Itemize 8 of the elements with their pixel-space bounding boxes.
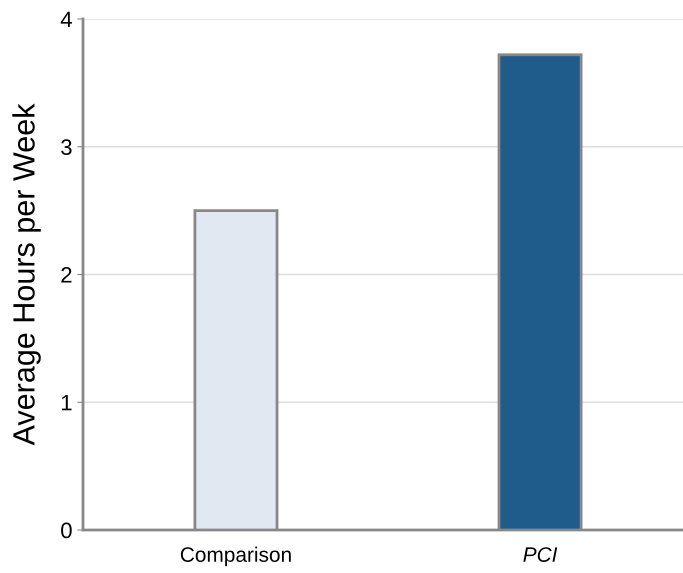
y-tick-label: 1 [62, 395, 72, 410]
y-tick-label: 4 [60, 12, 72, 28]
y-tick-label: 2 [61, 267, 72, 283]
y-tick-label: 0 [61, 522, 72, 538]
y-tick-label: 3 [61, 139, 72, 156]
x-tick-label: Comparison [180, 546, 291, 566]
x-tick-label: PCI [523, 547, 558, 562]
y-axis-title: Average Hours per Week [12, 103, 41, 446]
